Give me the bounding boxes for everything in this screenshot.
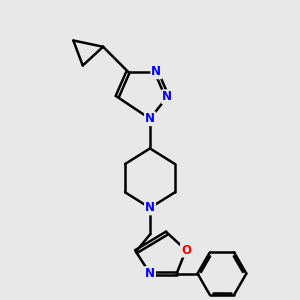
Text: O: O xyxy=(181,244,191,256)
Text: N: N xyxy=(145,201,155,214)
Text: N: N xyxy=(145,112,155,125)
Text: N: N xyxy=(162,90,172,103)
Text: N: N xyxy=(145,267,155,280)
Text: N: N xyxy=(151,65,161,78)
